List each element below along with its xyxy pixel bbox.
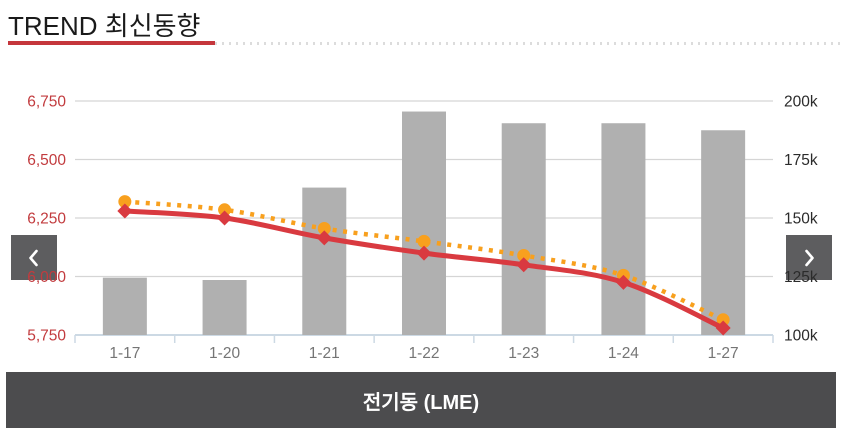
line-marker-diamond xyxy=(217,210,233,226)
prev-chart-button[interactable] xyxy=(11,235,57,280)
line-marker-diamond xyxy=(316,230,332,246)
line-marker-diamond xyxy=(516,257,532,273)
line-marker-circle xyxy=(417,234,431,248)
chevron-left-icon xyxy=(24,247,44,269)
next-chart-button[interactable] xyxy=(786,235,832,280)
bar xyxy=(402,111,446,335)
line-marker-circle xyxy=(218,203,232,217)
line-marker-circle xyxy=(317,222,331,236)
left-axis-label: 6,750 xyxy=(27,94,66,111)
bar xyxy=(202,280,247,335)
left-axis-label: 6,500 xyxy=(27,152,66,169)
header: TREND 최신동향 xyxy=(0,0,841,46)
right-axis-label: 150k xyxy=(784,211,818,228)
header-rule-red xyxy=(8,41,215,45)
left-axis-label: 6,250 xyxy=(27,211,66,228)
line-marker-circle xyxy=(716,313,730,327)
right-axis-label: 200k xyxy=(784,94,818,111)
line-marker-diamond xyxy=(715,320,731,336)
x-axis-label: 1-23 xyxy=(508,345,539,362)
x-axis-label: 1-27 xyxy=(708,345,739,362)
chevron-right-icon xyxy=(799,247,819,269)
header-rule-dotted xyxy=(215,41,841,45)
right-axis-label: 100k xyxy=(784,328,818,345)
x-axis-label: 1-17 xyxy=(109,345,140,362)
orange-dotted-line xyxy=(124,199,725,322)
bar xyxy=(601,123,646,335)
page-title: TREND 최신동향 xyxy=(8,11,201,41)
bar xyxy=(302,187,347,335)
line-marker-circle xyxy=(517,248,531,262)
left-axis-label: 5,750 xyxy=(27,328,66,345)
chart-series-banner[interactable]: 전기동 (LME) xyxy=(6,372,836,428)
red-solid-line xyxy=(124,208,725,331)
line-marker-diamond xyxy=(416,245,432,261)
banner-label: 전기동 (LME) xyxy=(362,391,480,414)
line-marker-diamond xyxy=(117,203,133,219)
line-marker-diamond xyxy=(615,274,631,290)
x-axis-label: 1-20 xyxy=(209,345,240,362)
line-marker-circle xyxy=(118,195,132,209)
bar xyxy=(501,123,546,335)
trend-combo-chart: 6,7506,5006,2506,0005,750200k175k150k125… xyxy=(27,94,818,363)
line-marker-circle xyxy=(616,268,630,282)
x-axis-label: 1-22 xyxy=(408,345,439,362)
bar xyxy=(701,130,746,335)
header-rule xyxy=(0,40,841,46)
bar xyxy=(102,277,147,335)
x-axis-label: 1-24 xyxy=(608,345,639,362)
right-axis-label: 175k xyxy=(784,152,818,169)
x-axis-label: 1-21 xyxy=(309,345,340,362)
